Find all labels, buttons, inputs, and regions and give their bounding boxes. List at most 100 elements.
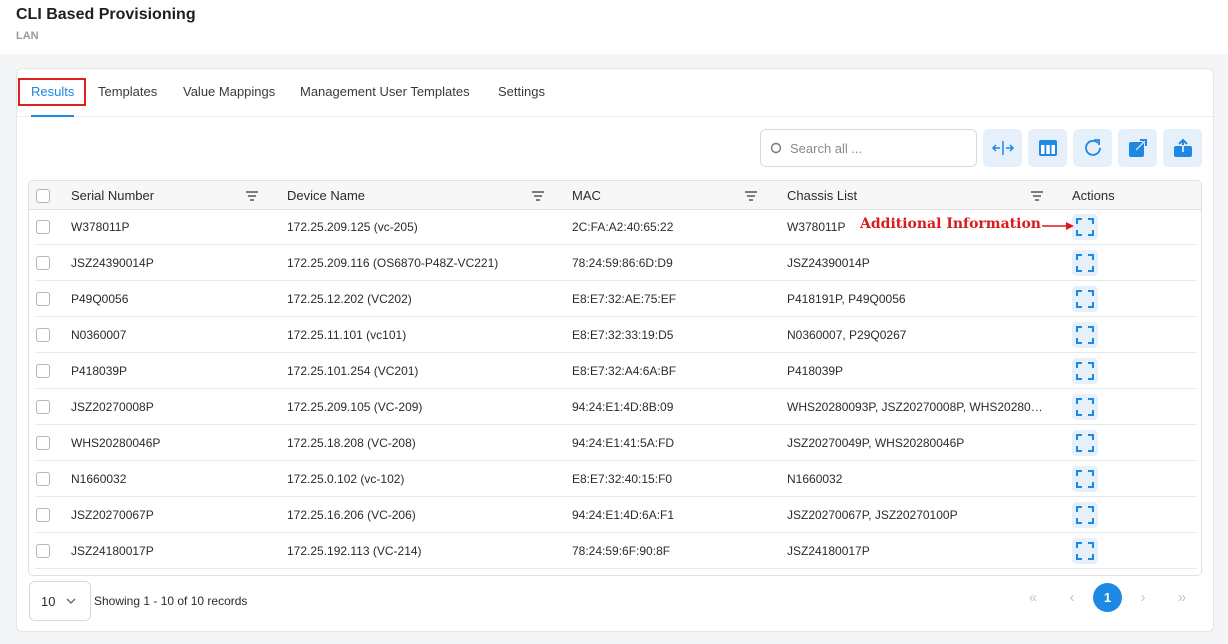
- expand-icon: [1076, 326, 1094, 344]
- table-row: P418039P 172.25.101.254 (VC201) E8:E7:32:A…: [35, 353, 1197, 389]
- expand-icon: [1076, 506, 1094, 524]
- row-checkbox[interactable]: [36, 328, 50, 342]
- table-cell: WHS20280046P: [71, 436, 161, 450]
- table-cell: 94:24:E1:4D:8B:09: [572, 400, 674, 414]
- expand-icon: [1076, 362, 1094, 380]
- next-page[interactable]: ›: [1140, 588, 1146, 606]
- additional-info-button[interactable]: [1072, 322, 1098, 348]
- additional-info-button[interactable]: [1072, 214, 1098, 240]
- table-cell: P418039P: [71, 364, 128, 378]
- row-checkbox[interactable]: [36, 220, 50, 234]
- table-row: JSZ20270067P 172.25.16.206 (VC-206) 94:24:…: [35, 497, 1197, 533]
- icon: [1173, 138, 1192, 157]
- table-row: JSZ24390014P 172.25.209.116 (OS6870-P48Z-…: [35, 245, 1197, 281]
- tab-indicator: [31, 115, 74, 117]
- prev-page[interactable]: ‹: [1069, 588, 1075, 606]
- tab[interactable]: Templates: [98, 84, 158, 99]
- tab[interactable]: Settings: [498, 84, 545, 99]
- expand-icon: [1076, 470, 1094, 488]
- table-cell: 78:24:59:86:6D:D9: [572, 256, 673, 270]
- table-cell: P49Q0056: [71, 292, 129, 306]
- table-cell: JSZ24180017P: [787, 544, 870, 558]
- table-cell: 172.25.0.102 (vc-102): [287, 472, 405, 486]
- row-checkbox[interactable]: [36, 544, 50, 558]
- additional-info-button[interactable]: [1072, 286, 1098, 312]
- additional-info-button[interactable]: [1072, 430, 1098, 456]
- column-header: MAC: [572, 188, 601, 203]
- expand-icon: [1076, 218, 1094, 236]
- search-icon: [770, 142, 782, 154]
- row-checkbox[interactable]: [36, 364, 50, 378]
- chevron: [66, 598, 76, 604]
- expand-icon: [1076, 542, 1094, 560]
- page-size-value: 10: [41, 594, 56, 609]
- expand-icon: [1076, 398, 1094, 416]
- table-cell: N0360007, P29Q0267: [787, 328, 907, 342]
- table-cell: 172.25.209.105 (VC-209): [287, 400, 423, 414]
- table-cell: JSZ24180017P: [71, 544, 154, 558]
- expand-icon: [1076, 434, 1094, 452]
- row-checkbox[interactable]: [36, 436, 50, 450]
- column-filter[interactable]: [744, 189, 758, 207]
- last-page[interactable]: »: [1177, 588, 1187, 606]
- table-row: W378011P 172.25.209.125 (vc-205) 2C:FA:A2:…: [35, 209, 1197, 245]
- table-cell: 94:24:E1:4D:6A:F1: [572, 508, 675, 522]
- refresh-button[interactable]: [1073, 129, 1112, 167]
- data-table: Serial Number Device Name MAC Chassis List A…: [28, 180, 1202, 576]
- additional-info-button[interactable]: [1072, 394, 1098, 420]
- column-header: Actions: [1072, 188, 1115, 203]
- first-page[interactable]: «: [1028, 588, 1038, 606]
- records-summary: Showing 1 - 10 of 10 records: [94, 594, 248, 608]
- current-page[interactable]: 1: [1093, 583, 1122, 612]
- table-row: N1660032 172.25.0.102 (vc-102) E8:E7:32:40…: [35, 461, 1197, 497]
- table-cell: P418191P, P49Q0056: [787, 292, 906, 306]
- columns-button[interactable]: [1028, 129, 1067, 167]
- tab[interactable]: Management User Templates: [300, 84, 470, 99]
- filter-icon: [532, 191, 544, 201]
- page-size-select[interactable]: [29, 581, 91, 621]
- table-cell: 78:24:59:6F:90:8F: [572, 544, 671, 558]
- search-placeholder: Search all ...: [790, 141, 863, 156]
- table-cell: JSZ20270067P, JSZ20270100P: [787, 508, 958, 522]
- filter-icon: [246, 191, 258, 201]
- open-button[interactable]: [1118, 129, 1157, 167]
- additional-info-button[interactable]: [1072, 358, 1098, 384]
- column-filter[interactable]: [1030, 189, 1044, 207]
- resize-columns-button[interactable]: [983, 129, 1022, 167]
- tab[interactable]: Value Mappings: [183, 84, 276, 99]
- highlight-box: [18, 78, 86, 106]
- column-filter[interactable]: [245, 189, 259, 207]
- table-cell: N1660032: [71, 472, 127, 486]
- row-checkbox[interactable]: [36, 400, 50, 414]
- page-subtitle: LAN: [16, 30, 39, 42]
- additional-info-button[interactable]: [1072, 502, 1098, 528]
- table-cell: E8:E7:32:40:15:F0: [572, 472, 673, 486]
- row-checkbox[interactable]: [36, 256, 50, 270]
- column-filter[interactable]: [531, 189, 545, 207]
- table-cell: 172.25.16.206 (VC-206): [287, 508, 416, 522]
- filter-icon: [1031, 191, 1043, 201]
- table-header: Serial Number Device Name MAC Chassis List A…: [29, 181, 1201, 210]
- table-cell: P418039P: [787, 364, 844, 378]
- row-checkbox[interactable]: [36, 508, 50, 522]
- annotation: Additional Information: [860, 216, 1041, 232]
- page-title: CLI Based Provisioning: [16, 6, 196, 23]
- table-cell: 172.25.18.208 (VC-208): [287, 436, 416, 450]
- table-cell: JSZ20270008P: [71, 400, 154, 414]
- row-checkbox[interactable]: [36, 472, 50, 486]
- annotation-arrow: [1042, 222, 1074, 230]
- tab[interactable]: Results: [31, 84, 75, 99]
- table-cell: 172.25.192.113 (VC-214): [287, 544, 422, 558]
- search-box[interactable]: [760, 129, 977, 167]
- table-cell: JSZ24390014P: [71, 256, 154, 270]
- select-all-checkbox[interactable]: [36, 189, 50, 203]
- row-checkbox[interactable]: [36, 292, 50, 306]
- icon: [1128, 139, 1147, 157]
- additional-info-button[interactable]: [1072, 250, 1098, 276]
- table-cell: JSZ20270067P: [71, 508, 154, 522]
- additional-info-button[interactable]: [1072, 538, 1098, 564]
- table-cell: JSZ24390014P: [787, 256, 870, 270]
- additional-info-button[interactable]: [1072, 466, 1098, 492]
- export-button[interactable]: [1163, 129, 1202, 167]
